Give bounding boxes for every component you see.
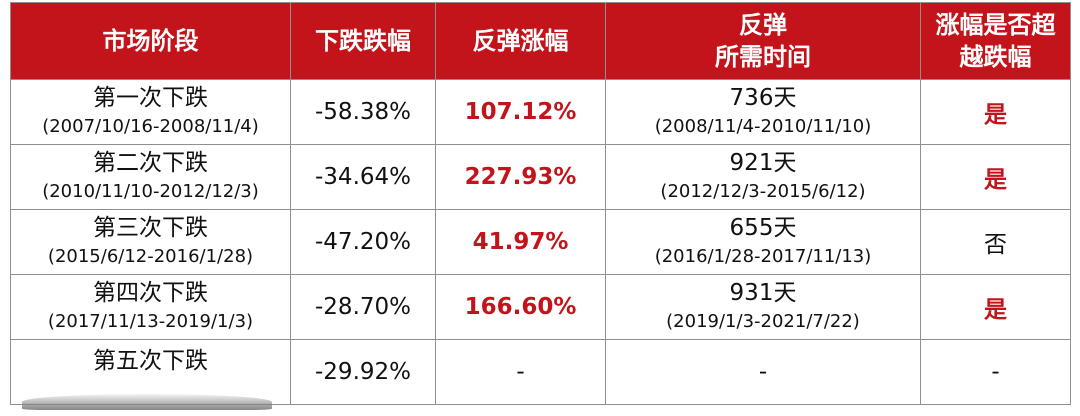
drop-value: -47.20% — [315, 229, 411, 255]
exceed-cell: 是 — [920, 144, 1071, 210]
rebound-value: - — [516, 359, 525, 385]
exceed-value: - — [991, 359, 1000, 385]
time-cell: - — [605, 339, 921, 405]
days-value: 736天 — [729, 85, 797, 111]
header-exceed: 涨幅是否超 越跌幅 — [920, 2, 1071, 80]
rebound-cell: 41.97% — [435, 209, 606, 275]
drop-value: -34.64% — [315, 164, 411, 190]
table-row: 第四次下跌 (2017/11/13-2019/1/3) -28.70% 166.… — [10, 274, 1071, 340]
drop-value: -28.70% — [315, 294, 411, 320]
stage-name: 第一次下跌 — [93, 85, 208, 111]
stage-name: 第二次下跌 — [93, 150, 208, 176]
days-range: (2012/12/3-2015/6/12) — [660, 181, 866, 202]
drop-cell: -58.38% — [290, 79, 436, 145]
stage-range: (2010/11/10-2012/12/3) — [42, 181, 259, 202]
stage-range: (2015/6/12-2016/1/28) — [47, 246, 254, 267]
rebound-value: 107.12% — [464, 99, 577, 125]
header-rebound: 反弹涨幅 — [435, 2, 606, 80]
days-range: (2019/1/3-2021/7/22) — [666, 311, 860, 332]
stage-name: 第四次下跌 — [93, 280, 208, 306]
header-exceed-line2: 越跌幅 — [959, 43, 1032, 71]
time-cell: 655天 (2016/1/28-2017/11/13) — [605, 209, 921, 275]
stage-name: 第五次下跌 — [93, 348, 208, 374]
stage-cell: 第一次下跌 (2007/10/16-2008/11/4) — [10, 79, 291, 145]
days-range: (2008/11/4-2010/11/10) — [654, 116, 872, 137]
exceed-cell: 是 — [920, 274, 1071, 340]
drop-cell: -47.20% — [290, 209, 436, 275]
stage-cell: 第三次下跌 (2015/6/12-2016/1/28) — [10, 209, 291, 275]
time-cell: 921天 (2012/12/3-2015/6/12) — [605, 144, 921, 210]
market-decline-rebound-table: 市场阶段 下跌跌幅 反弹涨幅 反弹 所需时间 涨幅是否超 越跌幅 第一次下跌 (… — [10, 2, 1071, 405]
exceed-cell: - — [920, 339, 1071, 405]
exceed-cell: 是 — [920, 79, 1071, 145]
header-exceed-line1: 涨幅是否超 — [935, 11, 1056, 39]
header-time-line1: 反弹 — [739, 11, 787, 39]
days-value: 931天 — [729, 280, 797, 306]
header-row: 市场阶段 下跌跌幅 反弹涨幅 反弹 所需时间 涨幅是否超 越跌幅 — [10, 2, 1071, 80]
time-cell: 736天 (2008/11/4-2010/11/10) — [605, 79, 921, 145]
stage-range: (2017/11/13-2019/1/3) — [47, 311, 254, 332]
rebound-cell: - — [435, 339, 606, 405]
drop-cell: -34.64% — [290, 144, 436, 210]
days-range: (2016/1/28-2017/11/13) — [654, 246, 872, 267]
stage-name: 第三次下跌 — [93, 215, 208, 241]
drop-cell: -29.92% — [290, 339, 436, 405]
days-value: 655天 — [729, 215, 797, 241]
stage-cell: 第四次下跌 (2017/11/13-2019/1/3) — [10, 274, 291, 340]
exceed-value: 是 — [984, 297, 1007, 323]
exceed-cell: 否 — [920, 209, 1071, 275]
rebound-value: 227.93% — [464, 164, 577, 190]
rebound-cell: 227.93% — [435, 144, 606, 210]
header-drop: 下跌跌幅 — [290, 2, 436, 80]
days-value: 921天 — [729, 150, 797, 176]
table-row: 第三次下跌 (2015/6/12-2016/1/28) -47.20% 41.9… — [10, 209, 1071, 275]
rebound-value: 166.60% — [464, 294, 577, 320]
table-row: 第二次下跌 (2010/11/10-2012/12/3) -34.64% 227… — [10, 144, 1071, 210]
blurred-overlay-smudge — [22, 394, 272, 410]
table-row: 第一次下跌 (2007/10/16-2008/11/4) -58.38% 107… — [10, 79, 1071, 145]
exceed-value: 是 — [984, 102, 1007, 128]
time-cell: 931天 (2019/1/3-2021/7/22) — [605, 274, 921, 340]
days-value: - — [758, 359, 768, 385]
header-time-line2: 所需时间 — [715, 43, 811, 71]
header-stage: 市场阶段 — [10, 2, 291, 80]
exceed-value: 否 — [984, 232, 1007, 258]
drop-cell: -28.70% — [290, 274, 436, 340]
exceed-value: 是 — [984, 167, 1007, 193]
rebound-value: 41.97% — [472, 229, 569, 255]
rebound-cell: 107.12% — [435, 79, 606, 145]
drop-value: -29.92% — [315, 359, 411, 385]
drop-value: -58.38% — [315, 99, 411, 125]
stage-cell: 第二次下跌 (2010/11/10-2012/12/3) — [10, 144, 291, 210]
stage-range: (2007/10/16-2008/11/4) — [42, 116, 259, 137]
rebound-cell: 166.60% — [435, 274, 606, 340]
header-time: 反弹 所需时间 — [605, 2, 921, 80]
table-row: 第五次下跌 -29.92% - - - — [10, 339, 1071, 405]
